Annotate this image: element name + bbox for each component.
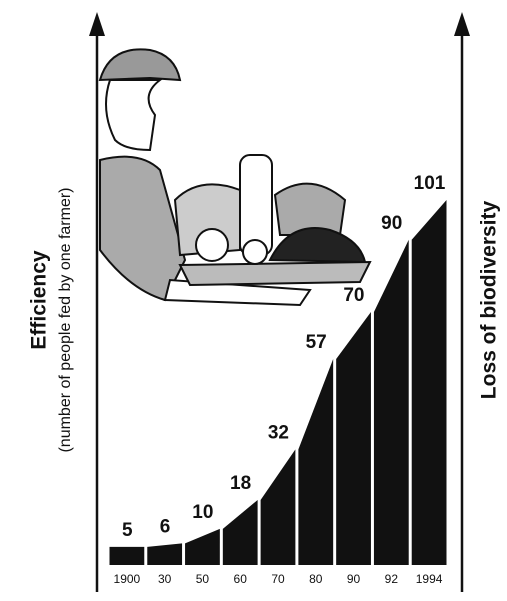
y-label: Efficiency — [28, 250, 51, 350]
bar — [147, 543, 183, 565]
bar — [411, 200, 447, 565]
bar — [373, 239, 409, 565]
bar — [185, 528, 220, 565]
x-tick-label: 1900 — [114, 572, 141, 586]
x-tick-label: 80 — [309, 572, 323, 586]
bar — [260, 449, 296, 565]
value-label: 5 — [122, 520, 133, 541]
y2-label: Loss of biodiversity — [478, 200, 501, 399]
bar — [298, 359, 334, 565]
x-tick-label: 90 — [347, 572, 361, 586]
value-label: 57 — [306, 332, 327, 353]
x-tick-label: 50 — [196, 572, 210, 586]
value-label: 6 — [160, 516, 171, 537]
value-label: 70 — [343, 285, 364, 306]
bar — [222, 499, 258, 565]
x-tick-label: 70 — [271, 572, 285, 586]
farmer-illustration — [98, 48, 372, 307]
x-tick-label: 60 — [234, 572, 248, 586]
bar — [336, 312, 371, 565]
x-tick-label: 1994 — [416, 572, 443, 586]
value-label: 10 — [192, 502, 213, 523]
y-sublabel: (number of people fed by one farmer) — [57, 187, 74, 452]
value-label: 32 — [268, 422, 289, 443]
x-tick-label: 92 — [385, 572, 399, 586]
value-label: 101 — [414, 173, 446, 194]
right-arrow — [454, 12, 470, 36]
value-label: 18 — [230, 473, 251, 494]
value-label: 90 — [381, 213, 402, 234]
left-arrow — [89, 12, 105, 36]
x-tick-label: 30 — [158, 572, 172, 586]
bar — [109, 546, 145, 565]
